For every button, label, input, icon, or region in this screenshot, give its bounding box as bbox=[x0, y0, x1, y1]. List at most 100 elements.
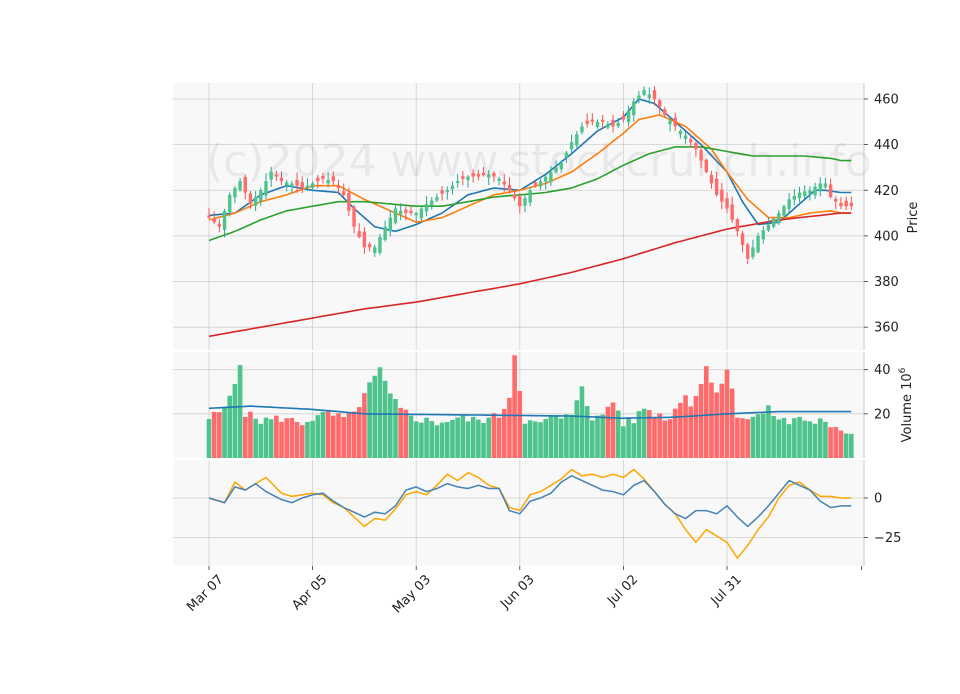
volume-bar bbox=[444, 422, 450, 458]
volume-bar bbox=[496, 417, 502, 458]
volume-bar bbox=[413, 421, 419, 458]
volume-bar bbox=[517, 390, 523, 458]
candle bbox=[668, 117, 672, 132]
volume-bar bbox=[351, 411, 357, 458]
volume-bar bbox=[507, 397, 512, 458]
candle-body bbox=[440, 190, 444, 194]
candle bbox=[321, 172, 325, 184]
candle bbox=[626, 105, 631, 127]
volume-bar bbox=[729, 388, 735, 458]
volume-bar bbox=[491, 413, 497, 458]
candle-body bbox=[471, 173, 475, 177]
volume-bar bbox=[579, 386, 585, 458]
volume-bar bbox=[253, 418, 258, 458]
candle-body bbox=[632, 101, 636, 116]
candle-body bbox=[450, 185, 455, 190]
panel-background bbox=[173, 83, 864, 350]
volume-bar bbox=[688, 406, 694, 458]
volume-bar bbox=[527, 420, 533, 458]
candle-body bbox=[673, 117, 677, 127]
candle bbox=[440, 186, 444, 201]
x-tick-label: May 03 bbox=[390, 572, 434, 616]
candle-body bbox=[222, 210, 227, 230]
candle bbox=[849, 196, 854, 210]
candle-body bbox=[518, 196, 522, 207]
volume-bar bbox=[367, 382, 372, 458]
candle bbox=[694, 141, 698, 157]
candle bbox=[709, 171, 714, 189]
candle bbox=[295, 172, 299, 193]
volume-bar bbox=[714, 392, 719, 458]
candle bbox=[492, 171, 496, 182]
volume-bar bbox=[403, 409, 409, 458]
volume-bar bbox=[683, 395, 688, 458]
volume-bar bbox=[760, 413, 766, 458]
candle-body bbox=[383, 226, 387, 240]
candle bbox=[533, 180, 538, 188]
candle bbox=[813, 182, 817, 199]
volume-bar bbox=[356, 407, 362, 458]
candle bbox=[497, 176, 501, 186]
candle-body bbox=[709, 174, 714, 184]
candle-body bbox=[228, 194, 232, 212]
volume-bar bbox=[548, 416, 554, 458]
candle-body bbox=[217, 223, 222, 227]
candle-body bbox=[269, 172, 273, 180]
x-tick-label: Mar 07 bbox=[184, 572, 227, 615]
candle bbox=[414, 211, 418, 223]
candle-body bbox=[398, 210, 403, 215]
candle bbox=[476, 169, 481, 181]
volume-bar bbox=[455, 417, 460, 458]
y-tick-label: 40 bbox=[874, 363, 891, 378]
volume-bar bbox=[621, 426, 626, 458]
volume-bar bbox=[481, 423, 486, 458]
candle-body bbox=[694, 143, 698, 150]
candle bbox=[652, 86, 657, 106]
candle bbox=[424, 196, 429, 217]
candle bbox=[367, 242, 372, 252]
candle-body bbox=[777, 213, 781, 224]
candle bbox=[559, 160, 563, 173]
candle-body bbox=[844, 200, 848, 207]
volume-bar bbox=[843, 433, 849, 458]
volume-bar bbox=[299, 425, 305, 458]
candle-body bbox=[725, 198, 729, 209]
volume-bar bbox=[424, 417, 429, 458]
volume-bar bbox=[672, 408, 678, 458]
candle bbox=[657, 98, 662, 114]
candle-body bbox=[404, 209, 408, 214]
candle-body bbox=[828, 184, 833, 198]
candle bbox=[637, 91, 641, 104]
x-tick-label: Jul 02 bbox=[604, 572, 641, 609]
y-tick-label: 460 bbox=[874, 92, 899, 107]
candle bbox=[487, 170, 491, 186]
volume-bar bbox=[600, 414, 605, 458]
volume-bar bbox=[242, 416, 248, 458]
candle bbox=[383, 220, 387, 242]
candle-body bbox=[839, 202, 843, 207]
candle-body bbox=[797, 192, 802, 199]
volume-bar bbox=[771, 416, 776, 458]
candle bbox=[362, 227, 367, 254]
volume-bar bbox=[849, 433, 854, 458]
volume-bar bbox=[641, 408, 647, 458]
volume-bar bbox=[776, 419, 782, 458]
candle bbox=[828, 178, 833, 199]
candle bbox=[600, 114, 605, 130]
candle-body bbox=[849, 202, 854, 207]
candle bbox=[808, 186, 812, 201]
volume-bar bbox=[693, 395, 699, 458]
candle bbox=[450, 181, 455, 195]
candle-body bbox=[549, 172, 553, 183]
candle bbox=[445, 186, 449, 200]
volume-bar bbox=[615, 410, 621, 458]
candle bbox=[305, 177, 310, 191]
candle-body bbox=[357, 231, 361, 238]
candle bbox=[621, 111, 626, 123]
volume-bar bbox=[512, 355, 517, 458]
candle bbox=[512, 189, 517, 201]
candle bbox=[502, 173, 506, 192]
candle bbox=[435, 193, 439, 203]
candle-body bbox=[818, 183, 822, 191]
candle-body bbox=[419, 208, 424, 219]
